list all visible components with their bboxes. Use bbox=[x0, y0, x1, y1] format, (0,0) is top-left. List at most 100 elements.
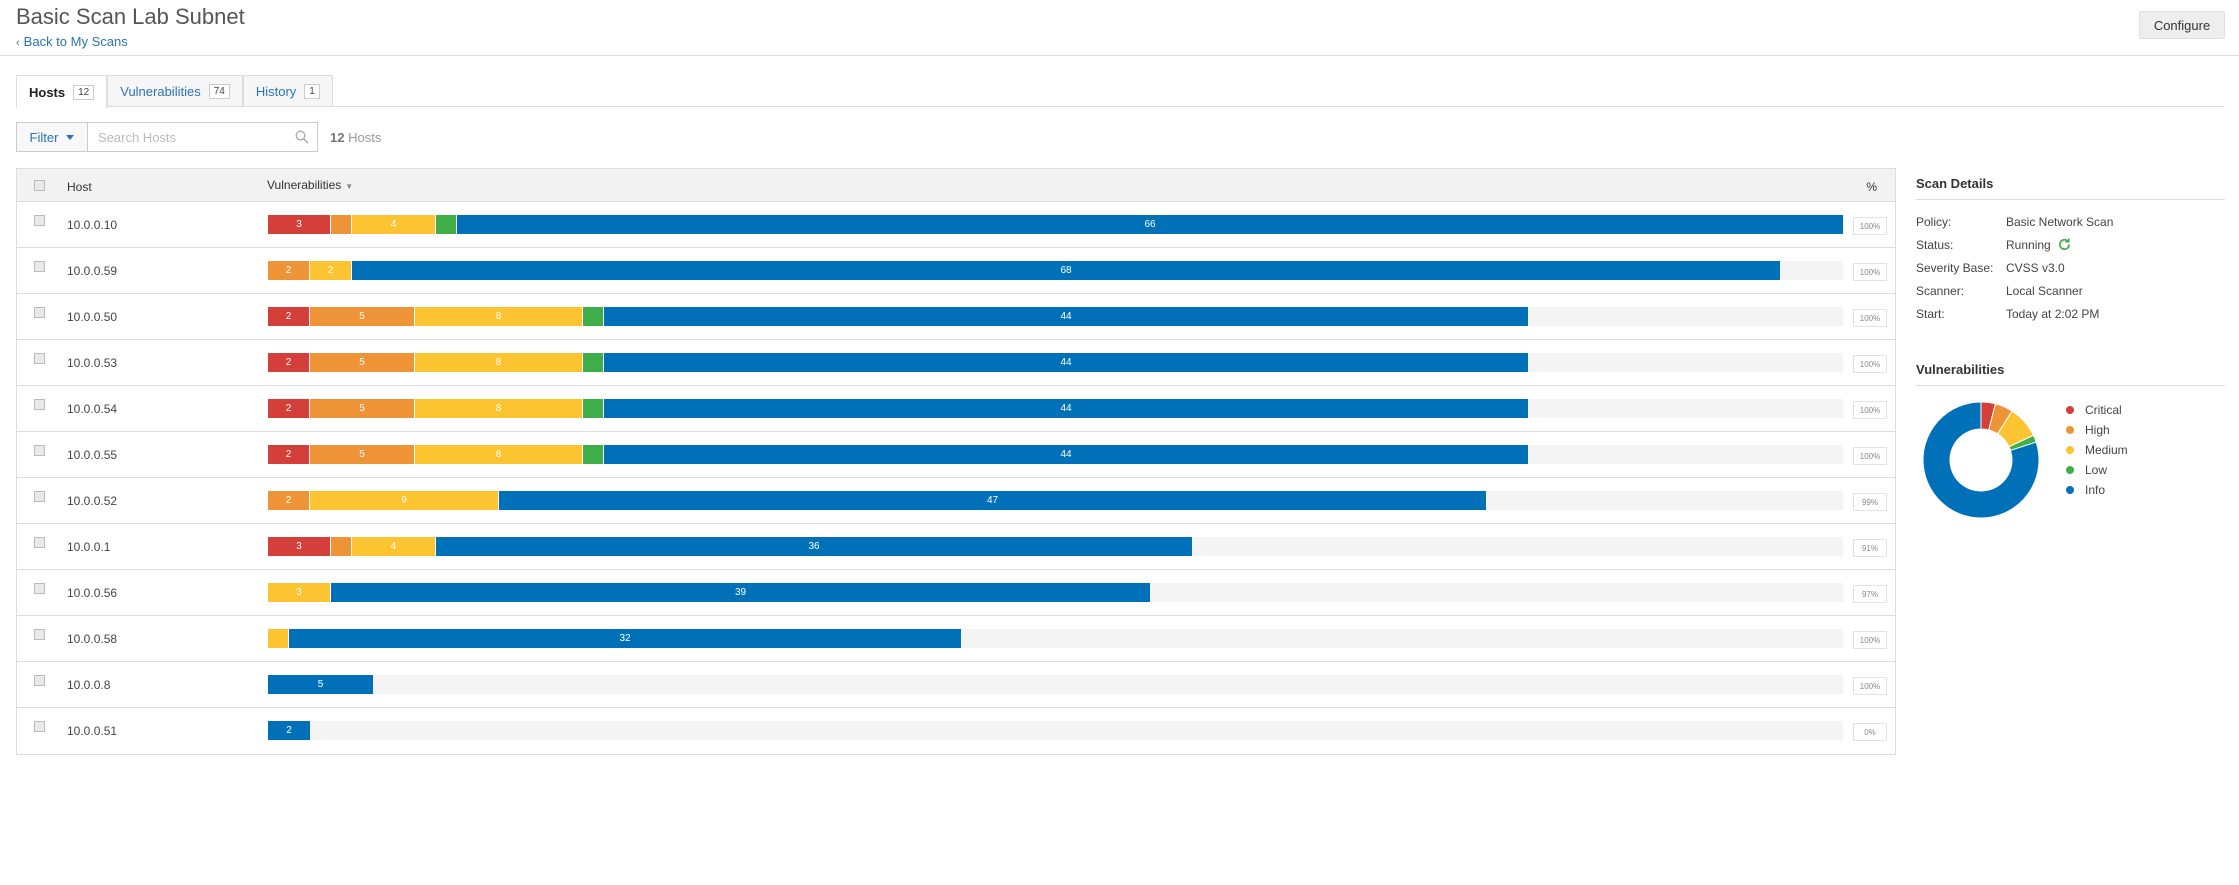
bar-segment-critical[interactable]: 2 bbox=[268, 307, 310, 326]
column-header-host[interactable]: Host bbox=[67, 180, 92, 194]
bar-segment-medium[interactable]: 4 bbox=[352, 215, 436, 234]
row-checkbox[interactable] bbox=[34, 491, 45, 502]
host-address[interactable]: 10.0.0.55 bbox=[67, 448, 118, 462]
table-row[interactable]: 10.0.0.8 5 100% bbox=[17, 662, 1895, 708]
vulnerability-bar[interactable]: 2 5 8 44 bbox=[268, 307, 1528, 326]
bar-segment-medium[interactable]: 4 bbox=[352, 537, 436, 556]
legend-item-info[interactable]: Info bbox=[2066, 480, 2128, 500]
legend-item-critical[interactable]: Critical bbox=[2066, 400, 2128, 420]
host-address[interactable]: 10.0.0.54 bbox=[67, 402, 118, 416]
bar-segment-medium[interactable] bbox=[268, 629, 289, 648]
select-all-checkbox[interactable] bbox=[34, 180, 45, 191]
bar-segment-critical[interactable]: 2 bbox=[268, 353, 310, 372]
bar-segment-high[interactable]: 5 bbox=[310, 445, 415, 464]
search-icon[interactable] bbox=[295, 130, 309, 144]
bar-segment-critical[interactable]: 2 bbox=[268, 399, 310, 418]
bar-segment-info[interactable]: 2 bbox=[268, 721, 310, 740]
table-row[interactable]: 10.0.0.10 3 4 66 100% bbox=[17, 202, 1895, 248]
bar-segment-high[interactable]: 5 bbox=[310, 307, 415, 326]
row-checkbox[interactable] bbox=[34, 445, 45, 456]
bar-segment-info[interactable]: 66 bbox=[457, 215, 1843, 234]
legend-item-low[interactable]: Low bbox=[2066, 460, 2128, 480]
table-row[interactable]: 10.0.0.53 2 5 8 44 100% bbox=[17, 340, 1895, 386]
bar-segment-critical[interactable]: 3 bbox=[268, 537, 331, 556]
table-row[interactable]: 10.0.0.59 2 2 68 100% bbox=[17, 248, 1895, 294]
column-header-vulnerabilities[interactable]: Vulnerabilities ▼ bbox=[267, 178, 353, 192]
vulnerability-bar[interactable]: 32 bbox=[268, 629, 961, 648]
row-checkbox[interactable] bbox=[34, 629, 45, 640]
bar-segment-info[interactable]: 36 bbox=[436, 537, 1192, 556]
tab-history[interactable]: History 1 bbox=[242, 75, 333, 107]
configure-button[interactable]: Configure bbox=[2139, 11, 2225, 39]
row-checkbox[interactable] bbox=[34, 261, 45, 272]
bar-segment-info[interactable]: 39 bbox=[331, 583, 1150, 602]
row-checkbox[interactable] bbox=[34, 537, 45, 548]
back-link[interactable]: ‹ Back to My Scans bbox=[16, 34, 128, 49]
bar-segment-info[interactable]: 44 bbox=[604, 399, 1528, 418]
bar-segment-info[interactable]: 44 bbox=[604, 445, 1528, 464]
bar-segment-low[interactable] bbox=[583, 445, 604, 464]
vulnerability-bar[interactable]: 3 4 36 bbox=[268, 537, 1192, 556]
table-row[interactable]: 10.0.0.51 2 0% bbox=[17, 708, 1895, 754]
bar-segment-medium[interactable]: 8 bbox=[415, 399, 583, 418]
vulnerability-bar[interactable]: 5 bbox=[268, 675, 373, 694]
bar-segment-low[interactable] bbox=[583, 399, 604, 418]
donut-slice-info[interactable] bbox=[1922, 401, 2040, 519]
host-address[interactable]: 10.0.0.10 bbox=[67, 218, 118, 232]
table-row[interactable]: 10.0.0.55 2 5 8 44 100% bbox=[17, 432, 1895, 478]
bar-segment-high[interactable]: 2 bbox=[268, 261, 310, 280]
bar-segment-info[interactable]: 47 bbox=[499, 491, 1486, 510]
row-checkbox[interactable] bbox=[34, 399, 45, 410]
host-address[interactable]: 10.0.0.58 bbox=[67, 632, 118, 646]
host-address[interactable]: 10.0.0.50 bbox=[67, 310, 118, 324]
vulnerability-bar[interactable]: 3 39 bbox=[268, 583, 1150, 602]
host-address[interactable]: 10.0.0.52 bbox=[67, 494, 118, 508]
row-checkbox[interactable] bbox=[34, 307, 45, 318]
bar-segment-low[interactable] bbox=[436, 215, 457, 234]
vulnerability-bar[interactable]: 2 9 47 bbox=[268, 491, 1486, 510]
bar-segment-medium[interactable]: 3 bbox=[268, 583, 331, 602]
bar-segment-low[interactable] bbox=[583, 353, 604, 372]
host-address[interactable]: 10.0.0.59 bbox=[67, 264, 118, 278]
table-row[interactable]: 10.0.0.54 2 5 8 44 100% bbox=[17, 386, 1895, 432]
bar-segment-info[interactable]: 32 bbox=[289, 629, 961, 648]
bar-segment-info[interactable]: 68 bbox=[352, 261, 1780, 280]
legend-item-medium[interactable]: Medium bbox=[2066, 440, 2128, 460]
host-address[interactable]: 10.0.0.56 bbox=[67, 586, 118, 600]
table-row[interactable]: 10.0.0.1 3 4 36 91% bbox=[17, 524, 1895, 570]
bar-segment-info[interactable]: 44 bbox=[604, 307, 1528, 326]
bar-segment-low[interactable] bbox=[583, 307, 604, 326]
bar-segment-critical[interactable]: 3 bbox=[268, 215, 331, 234]
vulnerability-bar[interactable]: 2 5 8 44 bbox=[268, 353, 1528, 372]
bar-segment-medium[interactable]: 9 bbox=[310, 491, 499, 510]
vulnerability-bar[interactable]: 2 5 8 44 bbox=[268, 445, 1528, 464]
row-checkbox[interactable] bbox=[34, 675, 45, 686]
bar-segment-critical[interactable]: 2 bbox=[268, 445, 310, 464]
search-input[interactable] bbox=[88, 123, 317, 151]
vulnerability-bar[interactable]: 3 4 66 bbox=[268, 215, 1843, 234]
table-row[interactable]: 10.0.0.56 3 39 97% bbox=[17, 570, 1895, 616]
bar-segment-info[interactable]: 44 bbox=[604, 353, 1528, 372]
legend-item-high[interactable]: High bbox=[2066, 420, 2128, 440]
table-row[interactable]: 10.0.0.52 2 9 47 99% bbox=[17, 478, 1895, 524]
bar-segment-high[interactable]: 2 bbox=[268, 491, 310, 510]
tab-vulnerabilities[interactable]: Vulnerabilities 74 bbox=[107, 75, 243, 107]
bar-segment-high[interactable]: 5 bbox=[310, 399, 415, 418]
bar-segment-high[interactable] bbox=[331, 537, 352, 556]
tab-hosts[interactable]: Hosts 12 bbox=[16, 75, 108, 108]
row-checkbox[interactable] bbox=[34, 721, 45, 732]
bar-segment-high[interactable]: 5 bbox=[310, 353, 415, 372]
vulnerability-bar[interactable]: 2 2 68 bbox=[268, 261, 1780, 280]
row-checkbox[interactable] bbox=[34, 583, 45, 594]
host-address[interactable]: 10.0.0.53 bbox=[67, 356, 118, 370]
vulnerability-bar[interactable]: 2 bbox=[268, 721, 310, 740]
bar-segment-medium[interactable]: 8 bbox=[415, 445, 583, 464]
filter-button[interactable]: Filter bbox=[16, 122, 88, 152]
host-address[interactable]: 10.0.0.51 bbox=[67, 724, 118, 738]
row-checkbox[interactable] bbox=[34, 353, 45, 364]
bar-segment-high[interactable] bbox=[331, 215, 352, 234]
bar-segment-medium[interactable]: 8 bbox=[415, 353, 583, 372]
bar-segment-medium[interactable]: 2 bbox=[310, 261, 352, 280]
bar-segment-info[interactable]: 5 bbox=[268, 675, 373, 694]
row-checkbox[interactable] bbox=[34, 215, 45, 226]
